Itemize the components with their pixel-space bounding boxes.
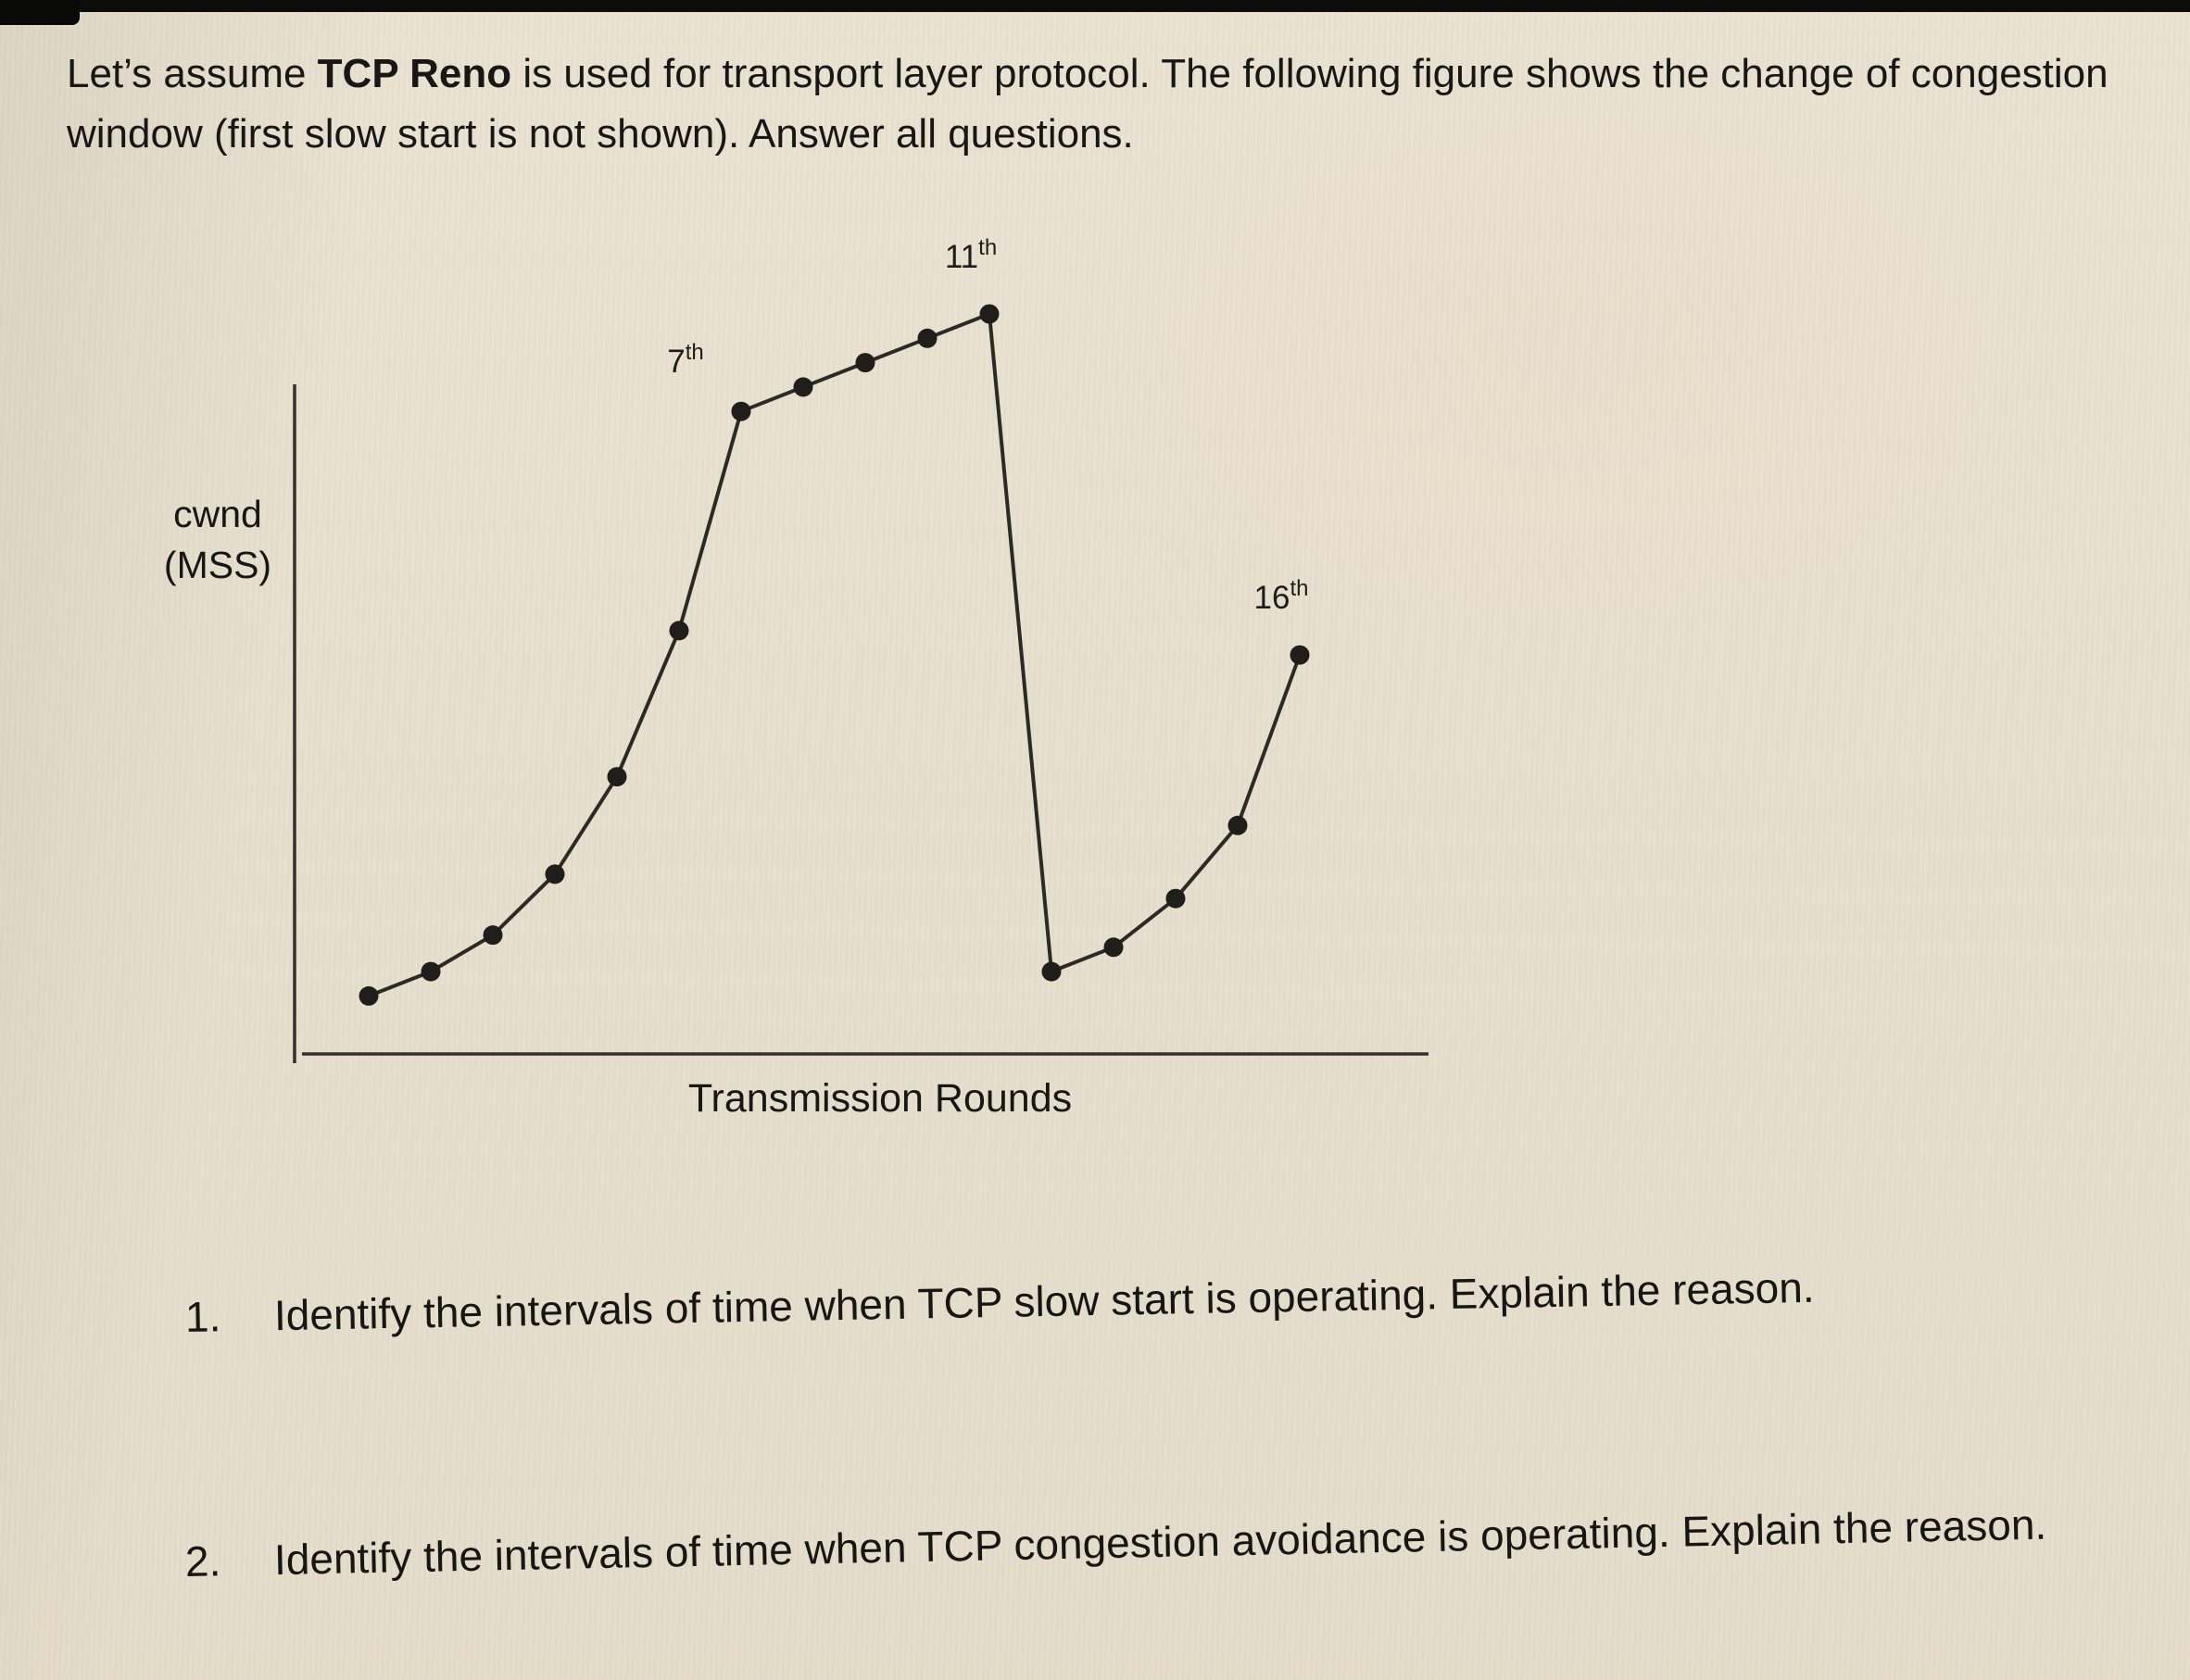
question-item-2: 2. Identify the intervals of time when T… bbox=[184, 1491, 2146, 1594]
x-axis-label: Transmission Rounds bbox=[687, 1076, 1073, 1121]
y-axis-label: cwnd (MSS) bbox=[163, 493, 272, 587]
intro-text-post: is used for transport layer protocol. Th… bbox=[67, 51, 2108, 157]
data-point bbox=[483, 925, 503, 946]
data-point bbox=[545, 864, 565, 884]
data-point bbox=[1227, 815, 1248, 835]
data-point bbox=[855, 353, 875, 373]
data-point bbox=[359, 985, 379, 1006]
chart-annotation: 16th bbox=[1254, 576, 1309, 616]
data-point bbox=[1041, 961, 1062, 982]
data-point bbox=[669, 621, 689, 641]
data-point bbox=[793, 377, 813, 397]
data-point bbox=[421, 961, 441, 982]
data-point bbox=[607, 767, 627, 787]
cwnd-chart-container: 7th 11th 16th bbox=[167, 232, 1501, 1167]
chart-annotation: 11th bbox=[945, 235, 997, 275]
screen-bezel-corner bbox=[0, 0, 80, 25]
question-item-1: 1. Identify the intervals of time when T… bbox=[184, 1249, 2146, 1349]
data-point bbox=[731, 401, 751, 421]
data-point bbox=[917, 328, 938, 348]
data-point bbox=[1290, 645, 1310, 665]
question-text: Identify the intervals of time when TCP … bbox=[273, 1262, 1815, 1340]
tcp-reno-bold: TCP Reno bbox=[317, 51, 512, 96]
annotation-superscript: th bbox=[686, 340, 704, 365]
annotation-superscript: th bbox=[1290, 576, 1308, 601]
data-point bbox=[1165, 888, 1186, 909]
screen-bezel-top bbox=[0, 0, 2190, 12]
intro-text-pre: Let’s assume bbox=[67, 51, 318, 96]
annotation-superscript: th bbox=[978, 235, 997, 260]
question-number: 2. bbox=[184, 1536, 221, 1586]
question-number: 1. bbox=[184, 1292, 221, 1341]
data-point bbox=[979, 304, 1000, 324]
cwnd-chart: 7th 11th 16th bbox=[293, 235, 1429, 1063]
data-point bbox=[1103, 937, 1124, 958]
cwnd-series-line bbox=[367, 312, 1302, 998]
intro-paragraph: Let’s assume TCP Reno is used for transp… bbox=[67, 44, 2151, 164]
chart-annotation: 7th bbox=[667, 340, 703, 380]
question-text: Identify the intervals of time when TCP … bbox=[273, 1499, 2047, 1585]
